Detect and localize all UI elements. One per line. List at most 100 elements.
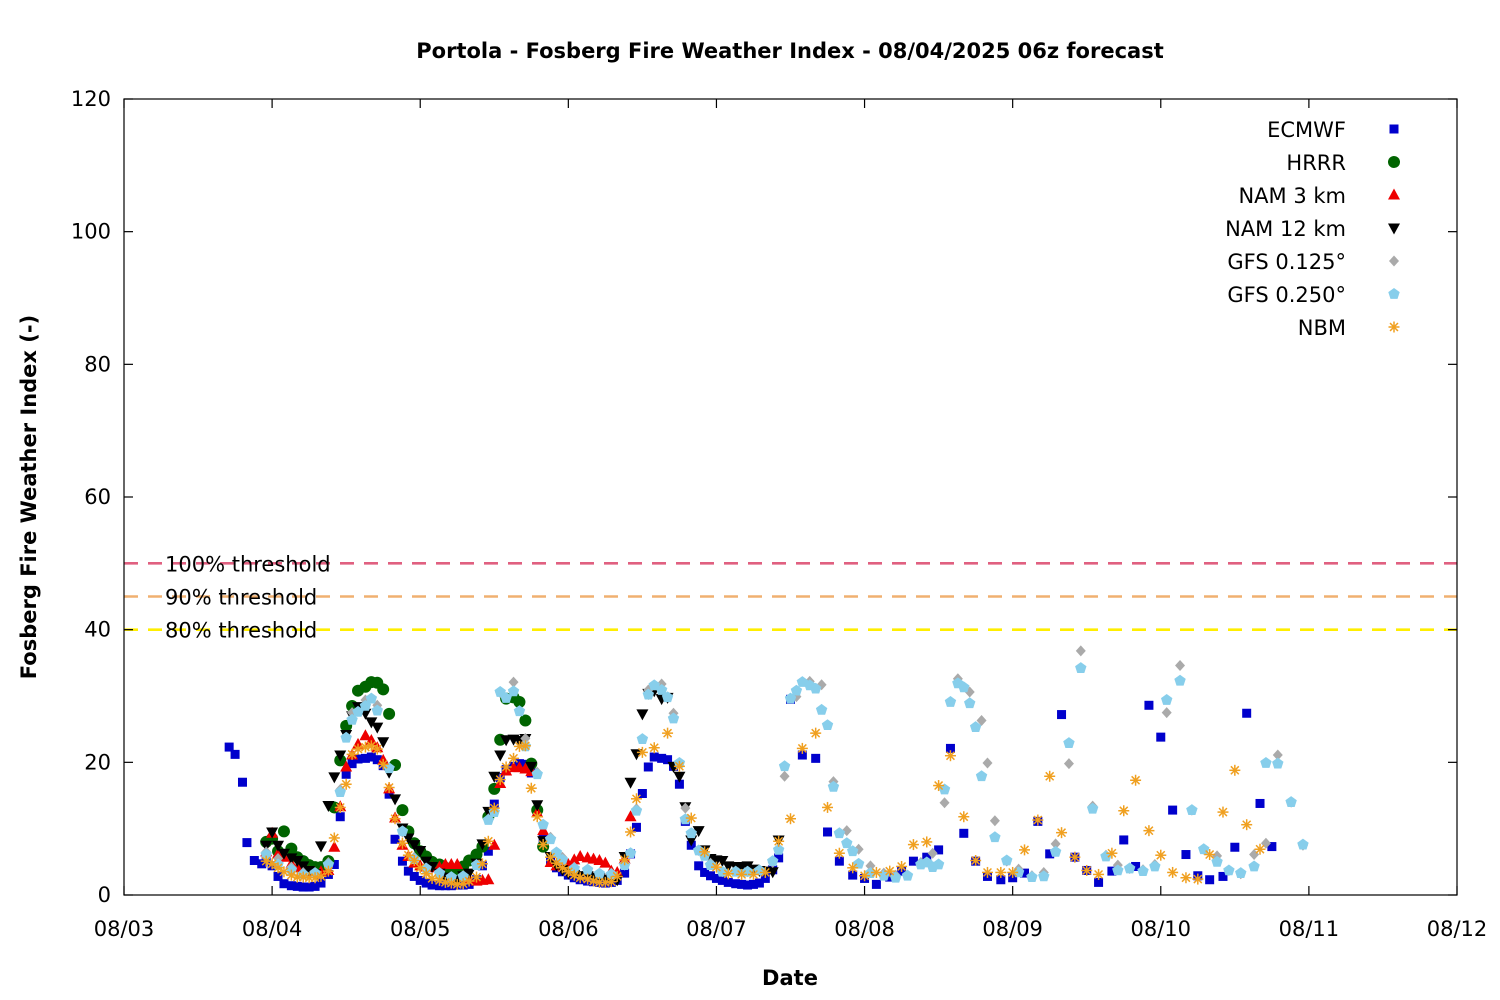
- data-point: [266, 858, 278, 870]
- data-point: [796, 742, 808, 754]
- star-stroke: [674, 761, 684, 771]
- data-point: [328, 772, 341, 784]
- data-point: [811, 753, 821, 763]
- data-point: [1175, 659, 1186, 671]
- data-point: [1094, 877, 1104, 887]
- data-point: [1137, 865, 1149, 876]
- data-point: [620, 868, 630, 878]
- data-point: [488, 838, 501, 850]
- data-point: [359, 729, 372, 741]
- star-stroke: [583, 874, 593, 884]
- data-point: [353, 754, 363, 764]
- legend-marker: [1388, 188, 1400, 200]
- data-point: [760, 873, 770, 883]
- data-point: [847, 845, 859, 857]
- data-point: [1057, 710, 1067, 720]
- data-point: [661, 691, 674, 703]
- y-axis-title: Fosberg Fire Weather Index (-): [17, 315, 41, 679]
- data-point: [377, 737, 390, 749]
- star-stroke: [1070, 852, 1080, 862]
- chart-title: Portola - Fosberg Fire Weather Index - 0…: [416, 39, 1163, 63]
- star-stroke: [520, 741, 530, 751]
- data-point: [352, 743, 364, 755]
- data-point: [611, 870, 623, 882]
- data-point: [694, 861, 704, 871]
- data-point: [631, 822, 641, 832]
- data-point: [1107, 866, 1117, 876]
- data-point: [365, 692, 378, 704]
- data-point: [1118, 805, 1130, 817]
- star-stroke: [366, 741, 376, 751]
- data-point: [396, 804, 409, 817]
- data-point: [673, 771, 686, 783]
- data-point: [371, 704, 383, 716]
- series-nbm: [260, 727, 1266, 890]
- data-point: [1217, 806, 1229, 818]
- data-point: [1045, 849, 1055, 859]
- data-point: [314, 841, 327, 853]
- data-point: [335, 812, 345, 822]
- data-point: [655, 684, 668, 695]
- data-point: [304, 882, 314, 892]
- star-stroke: [996, 867, 1006, 877]
- data-point: [619, 854, 631, 866]
- data-point: [476, 839, 489, 851]
- legend-marker: [1389, 124, 1399, 134]
- star-stroke: [384, 783, 394, 793]
- data-point: [958, 811, 970, 823]
- data-point: [1063, 758, 1074, 770]
- data-point: [556, 853, 569, 865]
- data-point: [488, 771, 501, 783]
- data-point: [700, 867, 710, 877]
- data-point: [636, 746, 648, 758]
- x-tick-label: 08/05: [390, 917, 451, 941]
- star-stroke: [823, 802, 833, 812]
- data-point: [959, 828, 969, 838]
- data-point: [722, 868, 734, 880]
- star-stroke: [563, 867, 573, 877]
- legend-label: NAM 3 km: [1238, 184, 1346, 208]
- star-stroke: [1033, 815, 1043, 825]
- star-stroke: [786, 814, 795, 824]
- data-point: [537, 824, 550, 836]
- data-point: [377, 683, 390, 696]
- data-point: [1168, 805, 1178, 815]
- data-point: [409, 871, 419, 881]
- data-point: [636, 733, 649, 744]
- data-point: [519, 714, 532, 727]
- data-point: [1241, 819, 1253, 831]
- data-point: [908, 856, 918, 866]
- data-point: [1026, 871, 1038, 882]
- data-point: [833, 847, 845, 859]
- star-stroke: [1107, 848, 1117, 858]
- data-point: [298, 882, 308, 892]
- data-point: [939, 797, 950, 809]
- data-point: [426, 872, 438, 884]
- data-point: [648, 742, 660, 754]
- data-point: [420, 856, 433, 868]
- star-stroke: [509, 753, 519, 763]
- star-stroke: [1181, 873, 1191, 883]
- data-point: [1272, 757, 1284, 769]
- data-point: [574, 872, 586, 884]
- data-point: [685, 812, 697, 824]
- data-point: [779, 770, 790, 782]
- data-point: [1106, 847, 1118, 859]
- x-tick-label: 08/06: [538, 917, 599, 941]
- data-point: [433, 867, 446, 878]
- legend: ECMWF HRRR NAM 3 km NAM 12 km GFS 0.125° GFS …: [1225, 118, 1400, 340]
- threshold-label: 100% threshold: [165, 552, 331, 576]
- data-points: [224, 645, 1309, 892]
- star-stroke: [1389, 322, 1399, 332]
- data-point: [488, 802, 500, 814]
- data-point: [322, 800, 335, 812]
- data-point: [1075, 662, 1087, 673]
- star-stroke: [538, 840, 548, 850]
- data-point: [657, 753, 667, 763]
- data-point: [402, 833, 415, 845]
- data-point: [272, 862, 284, 874]
- data-point: [870, 866, 882, 878]
- data-point: [774, 853, 784, 863]
- data-point: [1297, 838, 1309, 850]
